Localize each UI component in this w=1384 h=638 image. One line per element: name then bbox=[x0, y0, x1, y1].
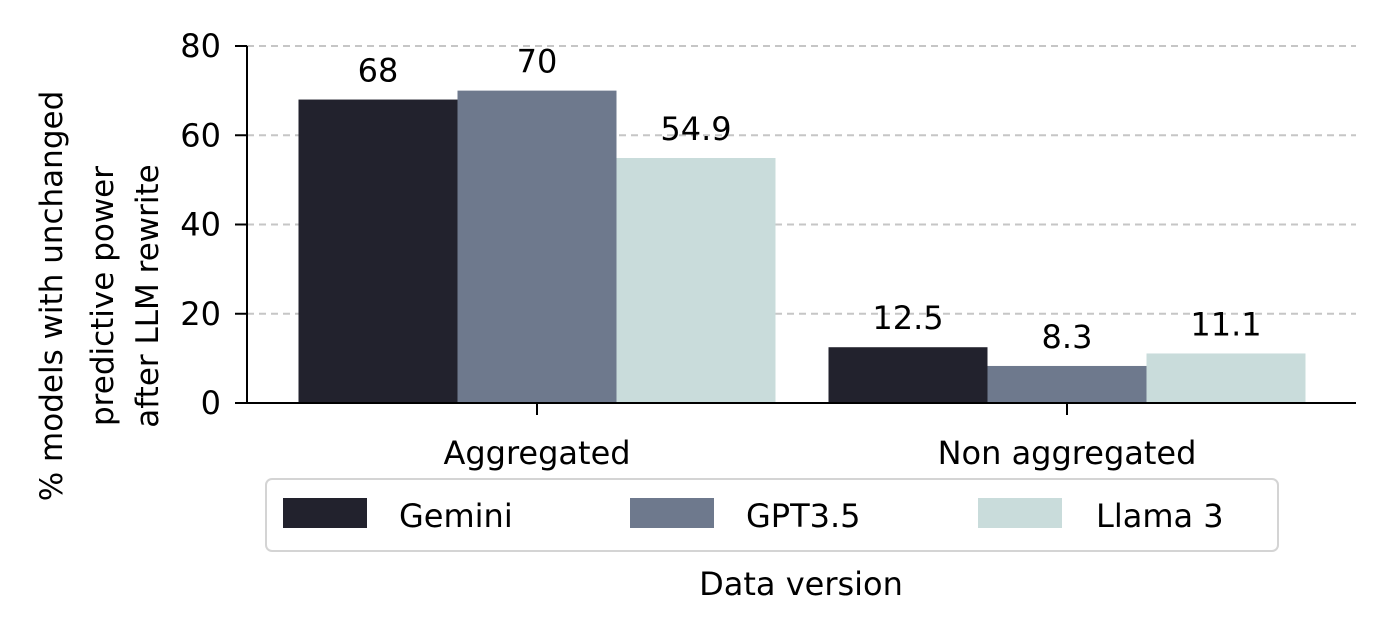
bar-llama3-1 bbox=[1146, 353, 1306, 403]
y-tick-label: 60 bbox=[180, 116, 221, 154]
y-tick-label: 80 bbox=[180, 27, 221, 65]
y-axis-label-line-3: after LLM rewrite bbox=[130, 164, 166, 427]
x-tick-label: Aggregated bbox=[443, 434, 630, 472]
legend-label-llama3: Llama 3 bbox=[1096, 497, 1224, 535]
legend-swatch-gemini bbox=[283, 498, 367, 528]
data-label: 68 bbox=[358, 52, 399, 90]
y-axis-label-line-1: % models with unchanged bbox=[34, 91, 70, 502]
data-label: 70 bbox=[517, 43, 558, 81]
bar-gemini-0 bbox=[298, 99, 458, 404]
legend-frame bbox=[265, 478, 1279, 552]
legend-swatch-llama3 bbox=[978, 498, 1062, 528]
data-labels: 68 70 54.9 12.5 8.3 11.1 bbox=[358, 43, 1262, 356]
y-tick-label: 0 bbox=[201, 384, 221, 422]
legend: Gemini GPT3.5 Llama 3 bbox=[265, 478, 1279, 552]
x-tick-label: Non aggregated bbox=[938, 434, 1197, 472]
x-axis-label: Data version bbox=[699, 565, 903, 603]
legend-label-gemini: Gemini bbox=[399, 497, 513, 535]
data-label: 12.5 bbox=[872, 299, 943, 337]
data-label: 11.1 bbox=[1190, 305, 1261, 343]
y-tick-label: 20 bbox=[180, 295, 221, 333]
bar-gpt35-0 bbox=[457, 90, 617, 403]
axes: 0 20 40 60 80 Aggregated Non aggregated bbox=[180, 27, 1356, 472]
legend-label-gpt35: GPT3.5 bbox=[746, 497, 861, 535]
data-label: 54.9 bbox=[660, 110, 731, 148]
bar-llama3-0 bbox=[616, 158, 776, 403]
legend-swatch-gpt35 bbox=[630, 498, 714, 528]
y-axis-label-line-2: predictive power bbox=[85, 166, 121, 426]
y-tick-label: 40 bbox=[180, 206, 221, 244]
data-label: 8.3 bbox=[1042, 318, 1093, 356]
bar-gemini-1 bbox=[828, 347, 988, 403]
bar-gpt35-1 bbox=[987, 365, 1147, 403]
bars bbox=[298, 90, 1306, 404]
